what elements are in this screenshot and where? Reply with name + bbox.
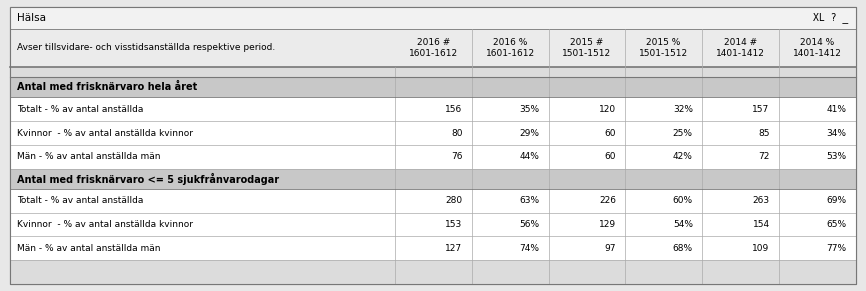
Bar xyxy=(10,77,856,97)
Text: 129: 129 xyxy=(599,220,616,229)
Text: 156: 156 xyxy=(445,105,462,114)
Text: Totalt - % av antal anställda: Totalt - % av antal anställda xyxy=(17,196,144,205)
Text: Antal med frisknärvaro hela året: Antal med frisknärvaro hela året xyxy=(17,82,197,93)
Bar xyxy=(10,145,856,169)
Text: 109: 109 xyxy=(753,244,770,253)
Bar xyxy=(10,213,856,237)
Text: 2014 #
1401-1412: 2014 # 1401-1412 xyxy=(716,38,765,58)
Text: 2015 #
1501-1512: 2015 # 1501-1512 xyxy=(562,38,611,58)
Text: Kvinnor  - % av antal anställda kvinnor: Kvinnor - % av antal anställda kvinnor xyxy=(17,129,193,138)
Text: Kvinnor  - % av antal anställda kvinnor: Kvinnor - % av antal anställda kvinnor xyxy=(17,220,193,229)
Text: XL ? _: XL ? _ xyxy=(813,13,849,23)
Text: 2016 %
1601-1612: 2016 % 1601-1612 xyxy=(486,38,534,58)
Text: 56%: 56% xyxy=(520,220,540,229)
Text: 68%: 68% xyxy=(673,244,693,253)
Text: Män - % av antal anställda män: Män - % av antal anställda män xyxy=(17,244,161,253)
Text: 120: 120 xyxy=(599,105,616,114)
Text: Antal med frisknärvaro <= 5 sjukfrånvarodagar: Antal med frisknärvaro <= 5 sjukfrånvaro… xyxy=(17,173,280,185)
Text: 77%: 77% xyxy=(826,244,846,253)
Text: 153: 153 xyxy=(445,220,462,229)
Text: 69%: 69% xyxy=(826,196,846,205)
Text: 42%: 42% xyxy=(673,152,693,162)
Text: 65%: 65% xyxy=(826,220,846,229)
Text: 154: 154 xyxy=(753,220,770,229)
Text: Avser tillsvidare- och visstidsanställda respektive period.: Avser tillsvidare- och visstidsanställda… xyxy=(17,43,275,52)
Text: 226: 226 xyxy=(599,196,616,205)
Text: 76: 76 xyxy=(451,152,462,162)
Text: 34%: 34% xyxy=(826,129,846,138)
Text: 157: 157 xyxy=(753,105,770,114)
Text: 32%: 32% xyxy=(673,105,693,114)
Text: Totalt - % av antal anställda: Totalt - % av antal anställda xyxy=(17,105,144,114)
Bar xyxy=(10,260,856,284)
Bar xyxy=(10,169,856,189)
Text: Hälsa: Hälsa xyxy=(17,13,46,23)
Text: 127: 127 xyxy=(445,244,462,253)
Text: 97: 97 xyxy=(604,244,616,253)
Bar xyxy=(10,189,856,213)
Text: 35%: 35% xyxy=(520,105,540,114)
Bar xyxy=(10,29,856,67)
Bar xyxy=(10,67,856,77)
Text: 41%: 41% xyxy=(826,105,846,114)
Text: 60: 60 xyxy=(604,129,616,138)
Text: 280: 280 xyxy=(445,196,462,205)
Bar xyxy=(10,237,856,260)
Bar xyxy=(10,121,856,145)
Bar xyxy=(10,97,856,121)
Bar xyxy=(10,7,856,29)
Text: 80: 80 xyxy=(451,129,462,138)
Text: 85: 85 xyxy=(758,129,770,138)
Text: 2014 %
1401-1412: 2014 % 1401-1412 xyxy=(792,38,842,58)
Text: 60: 60 xyxy=(604,152,616,162)
Text: 2016 #
1601-1612: 2016 # 1601-1612 xyxy=(409,38,458,58)
Text: 54%: 54% xyxy=(673,220,693,229)
Text: 53%: 53% xyxy=(826,152,846,162)
Text: 29%: 29% xyxy=(520,129,540,138)
Text: 60%: 60% xyxy=(673,196,693,205)
Text: 25%: 25% xyxy=(673,129,693,138)
Text: 263: 263 xyxy=(753,196,770,205)
Text: Män - % av antal anställda män: Män - % av antal anställda män xyxy=(17,152,161,162)
Text: 72: 72 xyxy=(759,152,770,162)
Text: 74%: 74% xyxy=(520,244,540,253)
Text: 44%: 44% xyxy=(520,152,540,162)
Text: 2015 %
1501-1512: 2015 % 1501-1512 xyxy=(639,38,688,58)
Text: 63%: 63% xyxy=(520,196,540,205)
